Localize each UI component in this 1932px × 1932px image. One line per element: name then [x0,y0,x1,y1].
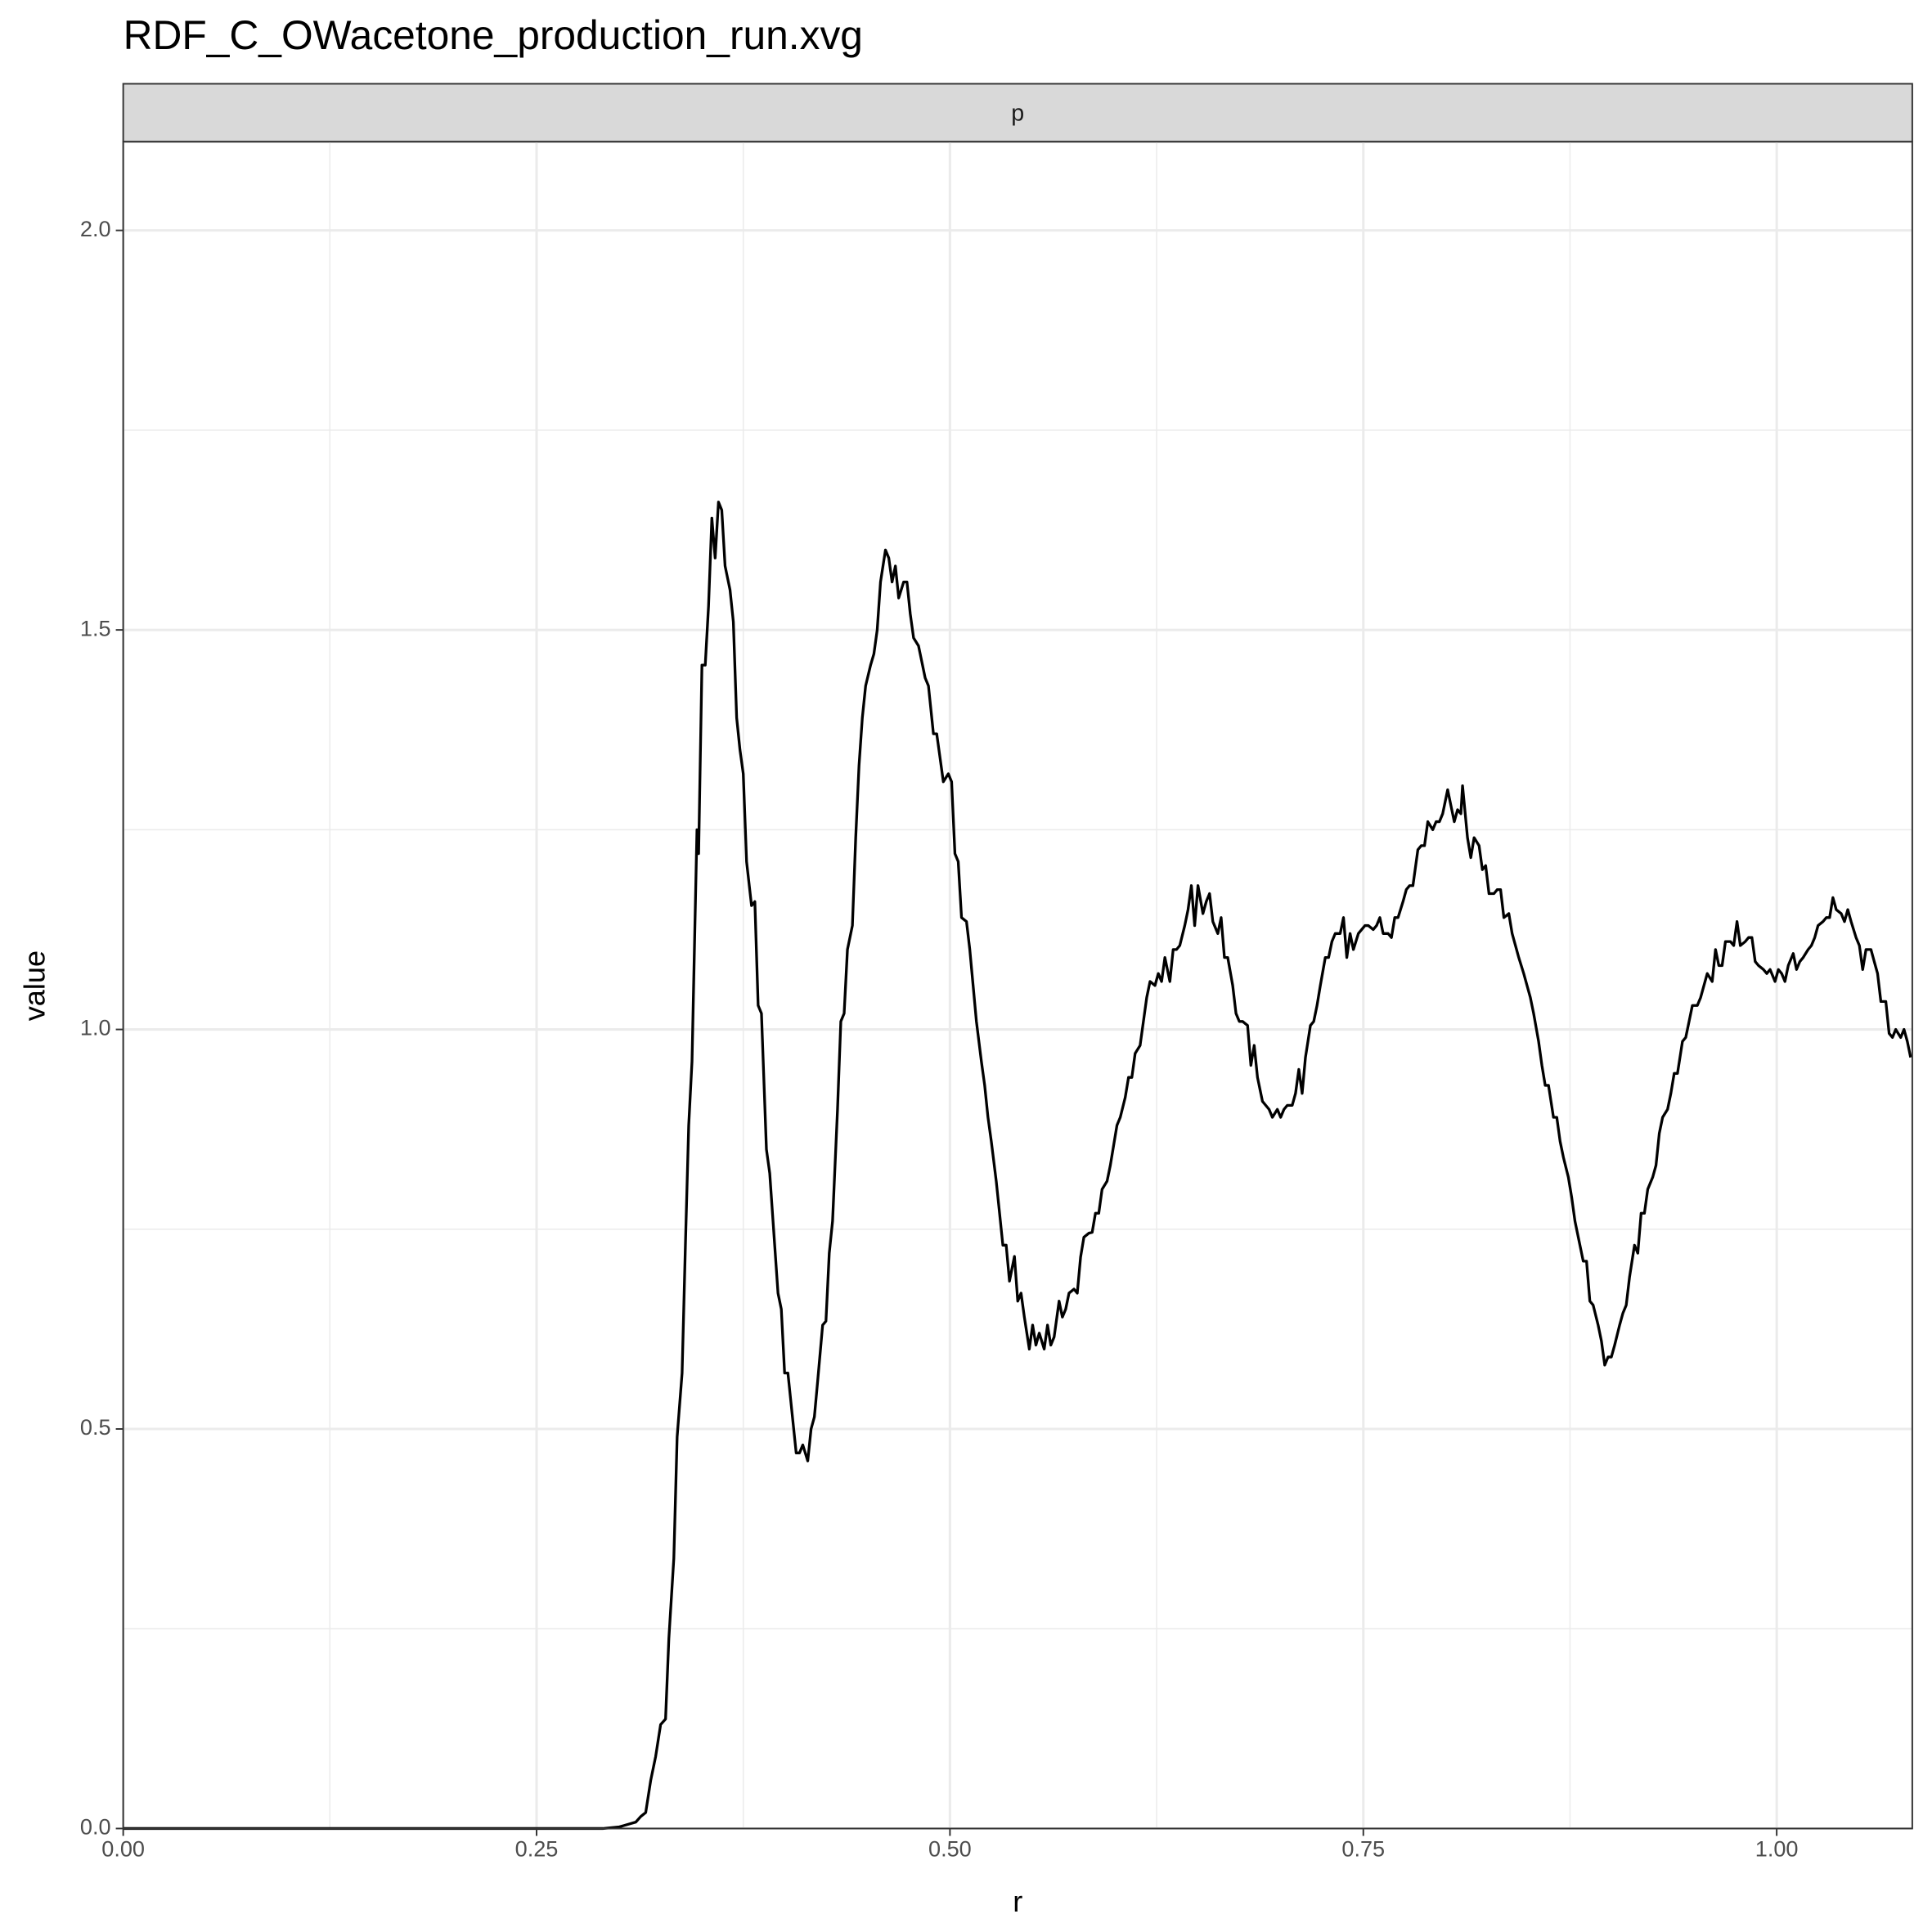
axes: 0.00 0.25 0.50 0.75 1.00 0.0 0.5 1.0 1.5 2.0 [80,216,1799,1862]
y-tick-label: 1.5 [80,615,111,640]
facet-strip [122,83,1913,143]
x-tick-label: 0.00 [101,1836,145,1862]
facet-label: p [1011,101,1024,127]
data-line [123,501,1912,1831]
y-tick-label: 0.5 [80,1414,111,1440]
x-tick-label: 0.25 [515,1836,559,1862]
chart-title: RDF_C_OWacetone_production_run.xvg [124,12,863,58]
x-axis-title: r [1013,1885,1022,1918]
y-axis-title: value [18,950,52,1021]
y-tick-label: 2.0 [80,216,111,241]
panel-border [122,141,1913,1830]
plot-area [123,501,1912,1831]
x-tick-label: 0.50 [928,1836,972,1862]
y-tick-label: 1.0 [80,1015,111,1040]
x-tick-label: 1.00 [1755,1836,1799,1862]
y-tick-label: 0.0 [80,1814,111,1840]
x-tick-label: 0.75 [1341,1836,1385,1862]
